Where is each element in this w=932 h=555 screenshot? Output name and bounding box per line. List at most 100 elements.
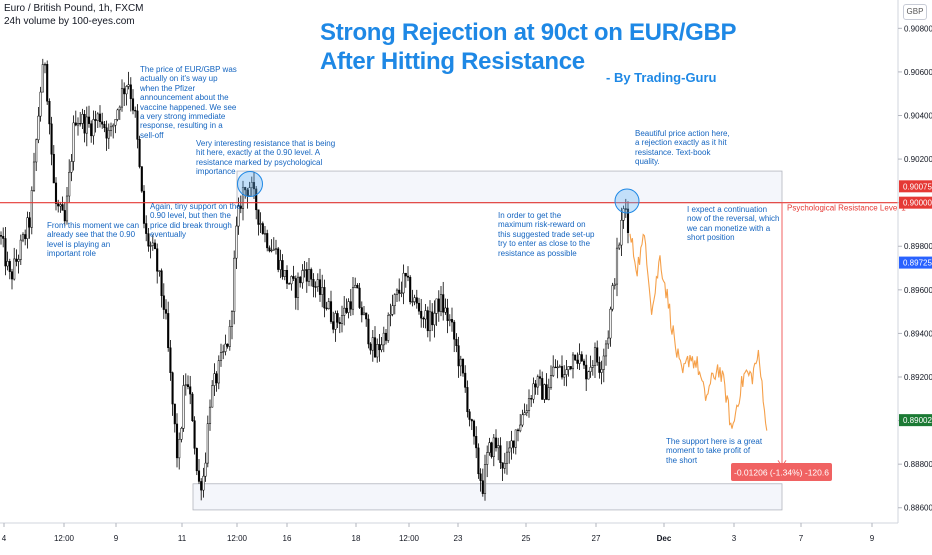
candle-body	[83, 113, 86, 134]
candle-body	[545, 384, 548, 400]
candle-body	[338, 322, 341, 324]
candle-body	[191, 393, 194, 422]
candle-body	[215, 373, 218, 384]
candle-body	[211, 385, 214, 408]
candle-body	[558, 366, 561, 368]
currency-button[interactable]: GBP	[903, 4, 927, 20]
resistance-zone	[236, 170, 783, 204]
candle-body	[307, 269, 311, 282]
price-tick-label: 0.90800	[904, 24, 932, 33]
candle-body	[24, 234, 27, 239]
candle-body	[171, 372, 174, 405]
candle-body	[92, 119, 95, 137]
candle-body	[156, 248, 159, 272]
time-axis[interactable]: 4 12:00 9 11 12:00 16 18 12:00 23 25 27 Dec 3 7 9	[2, 523, 875, 543]
candle-body	[270, 249, 273, 252]
candle-body	[481, 480, 484, 494]
candle-body	[563, 374, 566, 378]
candle-body	[455, 338, 458, 346]
time-tick-label: 25	[522, 534, 531, 543]
candle-body	[151, 242, 154, 246]
candle-body	[466, 387, 469, 413]
candle-body	[343, 307, 346, 316]
candle-body	[516, 429, 520, 432]
candle-body	[21, 234, 25, 241]
candle-body	[387, 315, 390, 341]
candle-body	[587, 371, 590, 380]
candle-body	[228, 326, 231, 347]
candle-body	[65, 195, 69, 222]
annotation-tiny-support[interactable]: Again, tiny support on the 0.90 level, b…	[150, 202, 241, 240]
time-tick-label: 9	[114, 534, 119, 543]
candle-body	[301, 270, 304, 284]
candle-body	[611, 285, 614, 310]
candle-body	[112, 124, 115, 128]
candle-body	[107, 130, 110, 139]
candle-body	[274, 248, 278, 250]
candle-body	[395, 289, 399, 295]
candle-body	[233, 257, 236, 312]
candle-body	[314, 286, 317, 288]
candle-body	[294, 278, 297, 298]
price-tick-label: 0.90600	[904, 68, 932, 77]
annotation-risk-reward[interactable]: In order to get the maximum risk-reward …	[498, 211, 595, 258]
candle-body	[598, 361, 601, 373]
candle-body	[325, 307, 328, 310]
candle-body	[560, 366, 564, 378]
candle-body	[226, 343, 229, 347]
candle-body	[134, 110, 137, 112]
candle-body	[52, 153, 55, 184]
annotation-support-take-profit[interactable]: The support here is a great moment to ta…	[666, 437, 763, 465]
candle-body	[620, 219, 623, 246]
candle-body	[149, 245, 152, 247]
candle-body	[525, 410, 528, 414]
candle-body	[428, 311, 432, 332]
candle-body	[591, 365, 594, 368]
candle-body	[336, 313, 339, 323]
candle-body	[283, 270, 286, 277]
candle-body	[180, 428, 183, 440]
candle-body	[54, 182, 58, 204]
candle-body	[571, 354, 575, 370]
annotation-pfizer[interactable]: The price of EUR/GBP was actually on it'…	[140, 65, 237, 140]
candle-body	[17, 259, 20, 262]
candle-body	[63, 210, 66, 222]
candle-body	[189, 386, 192, 395]
candle-body	[461, 358, 465, 374]
candle-body	[244, 187, 247, 191]
candle-body	[13, 258, 16, 280]
candle-body	[140, 166, 143, 192]
candle-body	[615, 247, 619, 285]
candle-body	[239, 205, 242, 209]
candle-body	[356, 284, 359, 289]
candle-body	[105, 127, 108, 139]
candle-body	[296, 276, 300, 298]
candle-body	[417, 302, 421, 312]
candle-body	[534, 383, 537, 388]
candle-body	[272, 248, 275, 251]
candle-body	[321, 287, 324, 295]
annotation-beautiful-price-action[interactable]: Beautiful price action here, a rejection…	[635, 129, 730, 167]
candle-body	[541, 378, 544, 400]
author-byline: - By Trading-Guru	[606, 70, 717, 85]
candle-body	[290, 276, 293, 285]
candle-body	[499, 445, 502, 463]
candle-body	[250, 182, 253, 188]
candle-body	[147, 233, 150, 247]
candle-body	[224, 343, 227, 352]
candle-body	[160, 270, 163, 297]
candle-body	[268, 247, 271, 252]
candle-body	[116, 109, 119, 120]
candle-body	[389, 314, 392, 316]
time-tick-label: 12:00	[399, 534, 420, 543]
candle-body	[393, 294, 396, 306]
time-tick-label: Dec	[657, 534, 672, 543]
annotation-expect-continuation[interactable]: I expect a continuation now of the rever…	[687, 205, 780, 243]
candle-body	[413, 297, 416, 302]
time-tick-label: 4	[2, 534, 7, 543]
annotation-interesting-resistance[interactable]: Very interesting resistance that is bein…	[196, 139, 336, 177]
annotation-moment[interactable]: From this moment we can already see that…	[47, 221, 140, 259]
candle-body	[98, 113, 102, 123]
